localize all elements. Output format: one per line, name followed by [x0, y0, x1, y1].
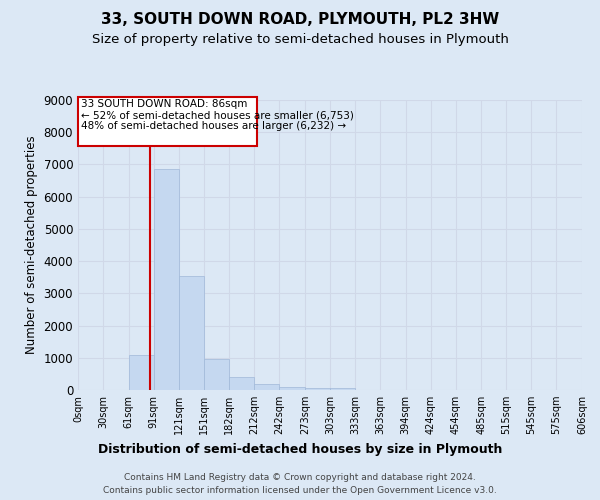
Bar: [330, 388, 355, 390]
Y-axis label: Number of semi-detached properties: Number of semi-detached properties: [25, 136, 38, 354]
FancyBboxPatch shape: [78, 97, 257, 146]
Bar: [179, 276, 203, 390]
Text: Size of property relative to semi-detached houses in Plymouth: Size of property relative to semi-detach…: [92, 32, 508, 46]
Bar: [279, 387, 305, 390]
Bar: [154, 170, 179, 390]
Text: ← 52% of semi-detached houses are smaller (6,753): ← 52% of semi-detached houses are smalle…: [82, 110, 354, 120]
Bar: [229, 377, 254, 390]
Bar: [305, 388, 330, 390]
Bar: [254, 384, 279, 390]
Text: 33 SOUTH DOWN ROAD: 86sqm: 33 SOUTH DOWN ROAD: 86sqm: [82, 100, 248, 110]
Text: Contains public sector information licensed under the Open Government Licence v3: Contains public sector information licen…: [103, 486, 497, 495]
Text: 33, SOUTH DOWN ROAD, PLYMOUTH, PL2 3HW: 33, SOUTH DOWN ROAD, PLYMOUTH, PL2 3HW: [101, 12, 499, 28]
Text: 48% of semi-detached houses are larger (6,232) →: 48% of semi-detached houses are larger (…: [82, 122, 346, 132]
Bar: [129, 354, 154, 390]
Text: Contains HM Land Registry data © Crown copyright and database right 2024.: Contains HM Land Registry data © Crown c…: [124, 472, 476, 482]
Text: Distribution of semi-detached houses by size in Plymouth: Distribution of semi-detached houses by …: [98, 442, 502, 456]
Bar: [203, 360, 229, 390]
